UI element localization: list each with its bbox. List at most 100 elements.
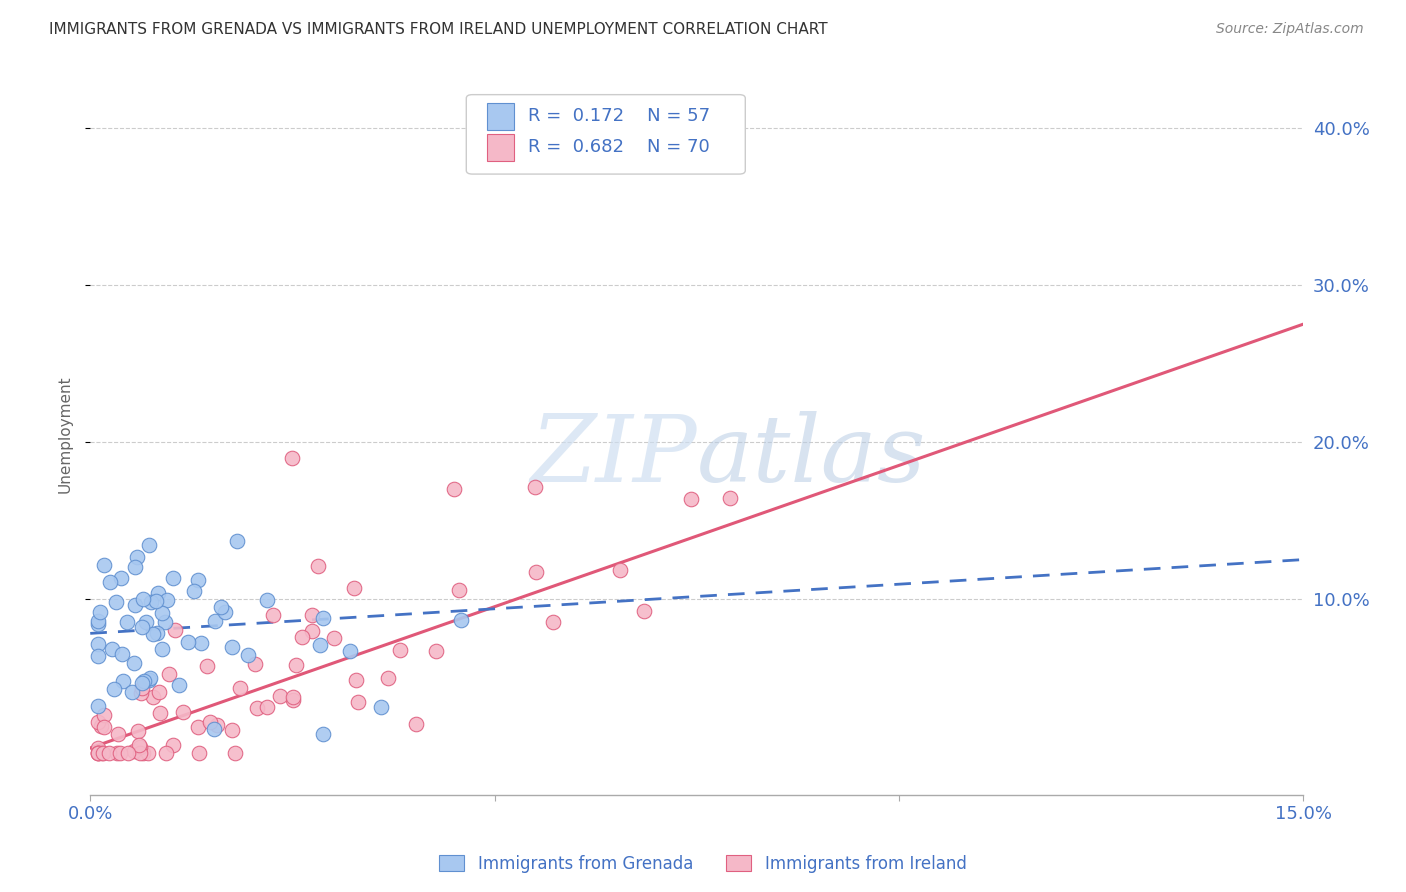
Point xyxy=(177,634,200,648)
Point xyxy=(103,681,125,696)
Point xyxy=(141,595,163,609)
Point xyxy=(186,573,208,587)
Point xyxy=(195,658,218,673)
Point xyxy=(122,744,145,758)
Point xyxy=(115,615,138,629)
Point xyxy=(543,615,565,629)
Point xyxy=(112,673,135,688)
Point xyxy=(200,715,222,730)
FancyBboxPatch shape xyxy=(486,103,513,130)
Point xyxy=(425,644,447,658)
Point xyxy=(269,690,291,704)
Point xyxy=(209,599,232,614)
Point xyxy=(523,480,546,494)
Text: IMMIGRANTS FROM GRENADA VS IMMIGRANTS FROM IRELAND UNEMPLOYMENT CORRELATION CHAR: IMMIGRANTS FROM GRENADA VS IMMIGRANTS FR… xyxy=(49,22,828,37)
Point xyxy=(183,583,205,598)
Point xyxy=(91,746,114,760)
Point xyxy=(91,746,114,760)
Point xyxy=(221,723,243,738)
Point xyxy=(202,723,225,737)
Point xyxy=(172,706,194,720)
Text: R =  0.172    N = 57: R = 0.172 N = 57 xyxy=(529,107,710,125)
Point xyxy=(87,699,110,714)
Point xyxy=(238,648,260,662)
Point xyxy=(285,658,308,673)
Point xyxy=(93,707,115,722)
Point xyxy=(87,746,110,760)
Point xyxy=(155,615,177,629)
Point xyxy=(162,572,184,586)
Point xyxy=(309,639,332,653)
Point xyxy=(388,642,411,657)
Point xyxy=(87,614,110,628)
Point xyxy=(132,746,155,760)
Point xyxy=(450,613,472,627)
Point xyxy=(138,538,160,552)
Point xyxy=(101,641,124,656)
Point xyxy=(129,746,152,760)
Point xyxy=(162,738,184,752)
Point xyxy=(609,563,631,577)
Point xyxy=(188,746,211,760)
Point xyxy=(204,614,226,628)
Point xyxy=(246,701,269,715)
Point xyxy=(90,719,112,733)
Text: Source: ZipAtlas.com: Source: ZipAtlas.com xyxy=(1216,22,1364,37)
Point xyxy=(87,637,110,651)
Point xyxy=(121,684,143,698)
Point xyxy=(142,627,165,641)
Point xyxy=(156,593,179,607)
Point xyxy=(245,657,267,672)
Point xyxy=(93,558,115,573)
Point xyxy=(301,624,323,638)
Point xyxy=(169,678,191,692)
Point xyxy=(87,715,110,730)
Point xyxy=(187,719,209,733)
Point xyxy=(131,676,153,690)
Point xyxy=(312,727,335,741)
Point xyxy=(148,684,170,698)
FancyBboxPatch shape xyxy=(467,95,745,174)
Point xyxy=(87,746,110,760)
Point xyxy=(718,491,741,505)
Point xyxy=(117,746,139,760)
Point xyxy=(98,574,121,589)
Point xyxy=(633,604,655,618)
Point xyxy=(301,607,323,622)
Point xyxy=(127,723,149,738)
Point xyxy=(132,592,155,607)
Point xyxy=(342,581,364,595)
Point xyxy=(142,690,165,705)
Point xyxy=(124,656,146,670)
Point xyxy=(405,716,427,731)
Point xyxy=(124,560,146,574)
Point xyxy=(107,727,129,741)
Point xyxy=(323,631,346,645)
Point xyxy=(190,635,212,649)
Point xyxy=(256,593,278,607)
Point xyxy=(281,693,304,707)
Point xyxy=(129,740,152,755)
Point xyxy=(346,695,368,709)
Point xyxy=(370,699,392,714)
Point xyxy=(312,610,335,624)
Point xyxy=(150,606,173,620)
FancyBboxPatch shape xyxy=(486,134,513,161)
Point xyxy=(146,586,169,600)
Point xyxy=(291,630,314,644)
Point xyxy=(229,681,252,696)
Point xyxy=(87,648,110,663)
Point xyxy=(125,549,148,564)
Point xyxy=(134,674,156,689)
Text: atlas: atlas xyxy=(697,410,927,500)
Point xyxy=(131,620,153,634)
Point xyxy=(145,594,167,608)
Point xyxy=(139,671,162,685)
Point xyxy=(344,673,367,688)
Point xyxy=(89,605,111,619)
Point xyxy=(214,605,236,619)
Point xyxy=(221,640,243,654)
Point xyxy=(146,626,169,640)
Point xyxy=(679,491,702,506)
Point xyxy=(256,700,278,714)
